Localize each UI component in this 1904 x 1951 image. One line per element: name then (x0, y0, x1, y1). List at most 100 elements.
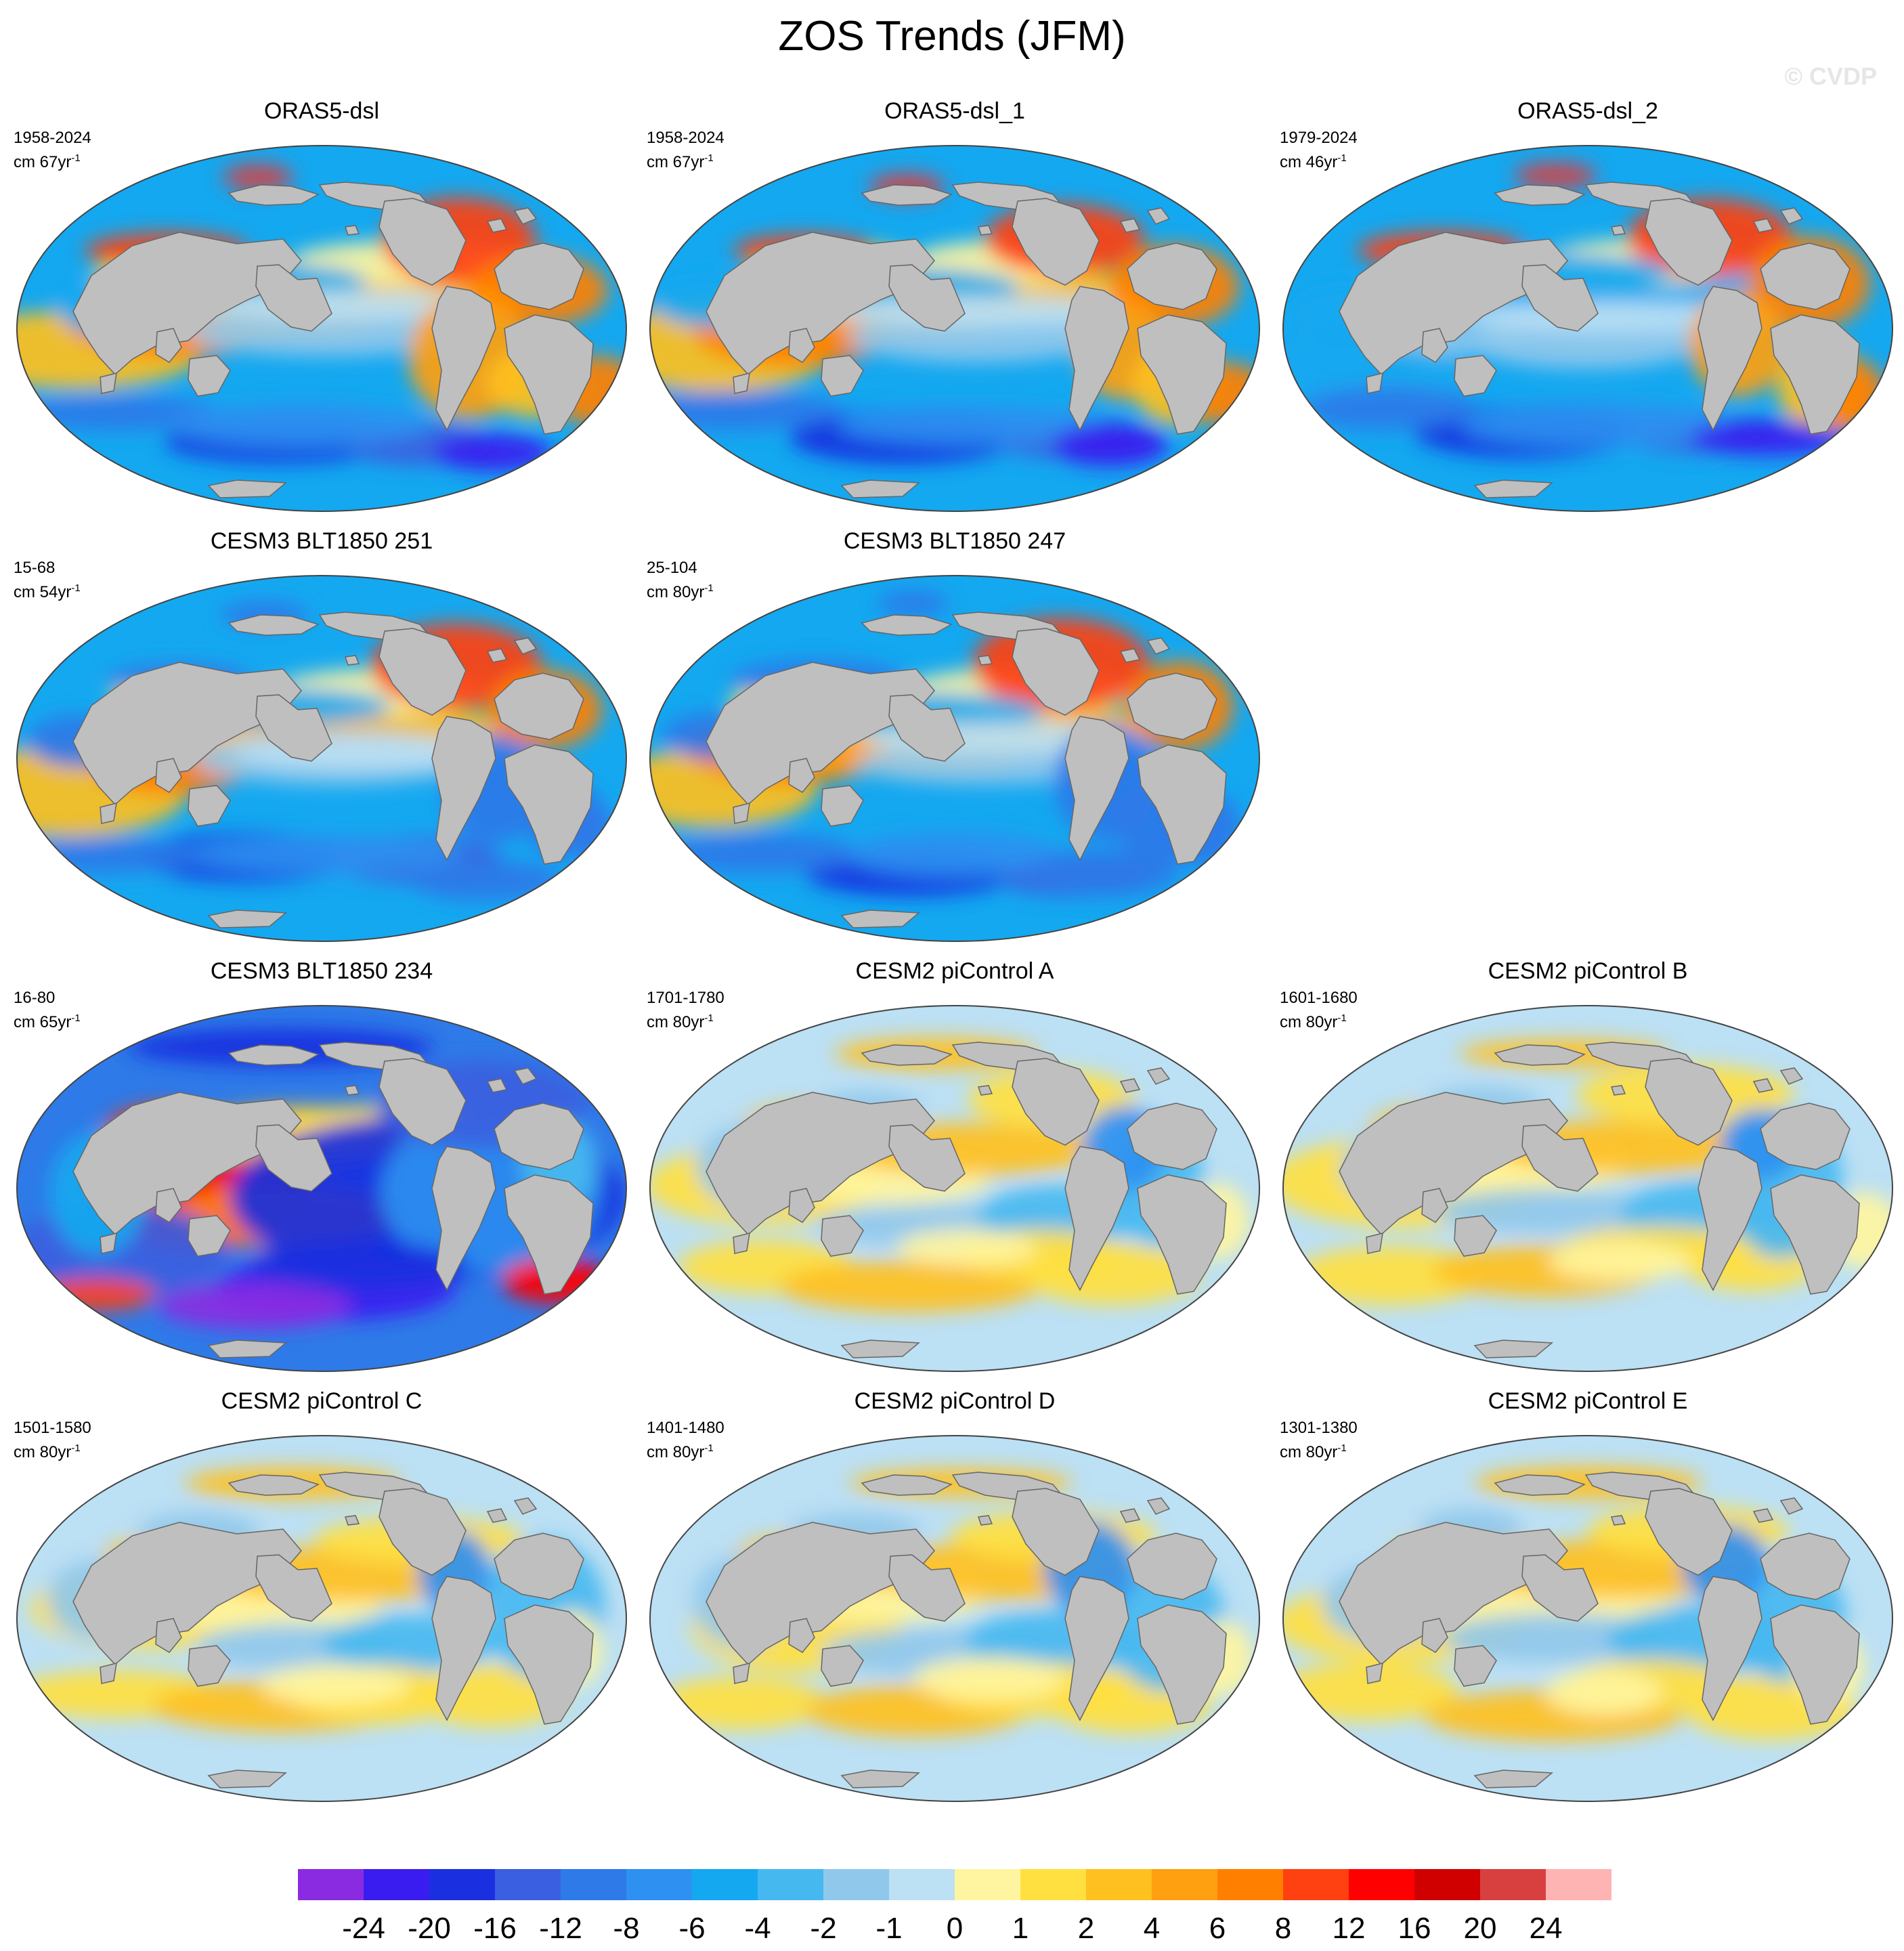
landmass (733, 372, 750, 394)
landmass (1611, 1085, 1626, 1096)
map-outline (1282, 1005, 1893, 1372)
landmass (1645, 198, 1733, 286)
landmass (155, 328, 182, 363)
units-exponent: -1 (71, 1012, 81, 1024)
landmass (155, 1618, 182, 1653)
panel-title: CESM3 BLT1850 247 (843, 528, 1066, 554)
landmass (72, 1522, 302, 1666)
trend-anomaly (1294, 1246, 1486, 1306)
colorbar-label: 0 (947, 1912, 963, 1945)
landmass (840, 909, 920, 928)
units-text: cm 46yr (1280, 153, 1338, 171)
trend-anomaly (251, 1241, 469, 1291)
colorbar-swatch (364, 1869, 429, 1900)
map-outline (16, 575, 627, 942)
landmass (1760, 242, 1851, 310)
colorbar-label: 4 (1144, 1912, 1160, 1945)
colorbar-label: 20 (1464, 1912, 1497, 1945)
map-outline (649, 1005, 1260, 1372)
colorbar: -24 -20 -16 -12 -8 -6 -4 -2 -1 0 1 2 4 6 8 12 16 20 24 (298, 1869, 1611, 1945)
landmass (1064, 1146, 1129, 1291)
landmass (1611, 1515, 1626, 1526)
landmass (1064, 286, 1129, 431)
landmass (504, 1604, 594, 1725)
landmass (1127, 672, 1217, 740)
panel-p9: CESM2 piControl C 1501-1580 cm 80yr-1 (14, 1388, 630, 1802)
colorbar-swatch (758, 1869, 823, 1900)
landmass (228, 1044, 320, 1066)
landmass (255, 1124, 332, 1192)
landmass (706, 232, 935, 376)
landmass (733, 1662, 750, 1684)
colorbar-label: 16 (1398, 1912, 1431, 1945)
panel-units: cm 80yr-1 (14, 1438, 81, 1463)
landmass (788, 758, 815, 793)
landmass (978, 225, 993, 236)
panel-units: cm 46yr-1 (1280, 148, 1347, 173)
landmass (378, 1488, 467, 1576)
panel-p2: ORAS5-dsl_1 1958-2024 cm 67yr-1 (647, 98, 1263, 512)
panel-units: cm 80yr-1 (1280, 1438, 1347, 1463)
landmass (1137, 744, 1227, 865)
colorbar-swatch (429, 1869, 495, 1900)
colorbar-swatch (1480, 1869, 1546, 1900)
landmass (1697, 1146, 1762, 1291)
landmass (821, 1645, 864, 1687)
colorbar-swatch (955, 1869, 1020, 1900)
colorbar-swatch (626, 1869, 692, 1900)
panel-title: CESM2 piControl B (1488, 958, 1688, 984)
landmass (1366, 1232, 1383, 1254)
landmass (494, 1102, 584, 1170)
colorbar-label: -1 (875, 1912, 902, 1945)
colorbar-label: -2 (810, 1912, 836, 1945)
map (16, 145, 627, 512)
colorbar-swatch (1283, 1869, 1349, 1900)
landmass (504, 1174, 594, 1295)
units-exponent: -1 (704, 152, 714, 164)
colorbar-swatch (1217, 1869, 1283, 1900)
landmass (513, 1497, 538, 1515)
trend-anomaly (1026, 850, 1178, 897)
trend-anomaly (1514, 162, 1597, 189)
units-text: cm 80yr (14, 1443, 72, 1461)
colorbar-label: -24 (342, 1912, 385, 1945)
panel-period: 1501-1580 (14, 1419, 91, 1437)
units-exponent: -1 (1337, 1012, 1347, 1024)
trend-anomaly (913, 1656, 1066, 1700)
landmass (1012, 628, 1100, 716)
landmass (504, 314, 594, 435)
trend-anomaly (17, 838, 198, 874)
landmass (494, 242, 584, 310)
landmass (207, 1770, 287, 1788)
units-exponent: -1 (71, 1442, 81, 1454)
units-exponent: -1 (704, 582, 714, 594)
panel-period: 1701-1780 (647, 989, 724, 1007)
landmass (821, 785, 864, 827)
landmass (1339, 1092, 1568, 1236)
panel-period: 25-104 (647, 559, 697, 577)
landmass (345, 1085, 360, 1096)
landmass (788, 1618, 815, 1653)
trend-anomaly (409, 860, 562, 901)
landmass (207, 909, 287, 928)
trend-anomaly (434, 433, 553, 472)
landmass (888, 694, 966, 762)
watermark: © CVDP (1784, 62, 1877, 90)
panel-units: cm 67yr-1 (647, 148, 714, 173)
units-text: cm 80yr (1280, 1443, 1338, 1461)
landmass (1146, 207, 1171, 225)
landmass (188, 1645, 231, 1687)
trend-anomaly (186, 835, 465, 874)
landmass (1770, 314, 1860, 435)
trend-anomaly (662, 833, 861, 874)
landmass (1421, 1188, 1448, 1223)
landmass (821, 1215, 864, 1257)
map (649, 145, 1260, 512)
landmass (1064, 1576, 1129, 1721)
map-outline (16, 1005, 627, 1372)
trend-anomaly (779, 1260, 1041, 1312)
panel-title: ORAS5-dsl_1 (884, 98, 1025, 124)
landmass (1012, 1058, 1100, 1146)
panel-title: ORAS5-dsl_2 (1517, 98, 1658, 124)
colorbar-swatch (495, 1869, 561, 1900)
